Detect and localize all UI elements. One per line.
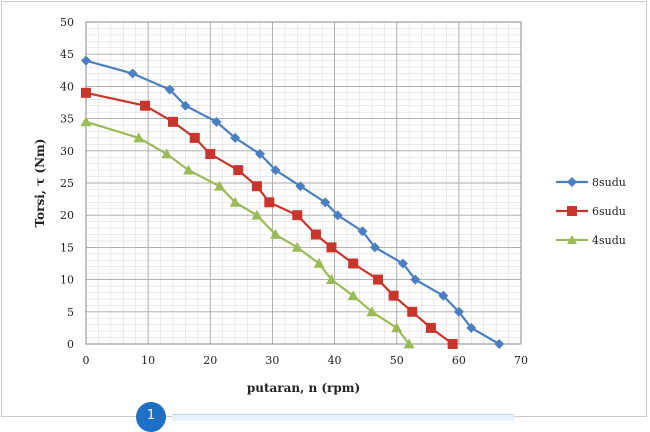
- caption-strip: [172, 414, 514, 421]
- legend-marker-6sudu: [567, 206, 577, 216]
- legend-marker-8sudu: [567, 177, 577, 187]
- x-tick-label: 40: [328, 354, 342, 367]
- data-point-8sudu: [397, 258, 408, 269]
- data-point-4sudu: [313, 258, 325, 268]
- series-6sudu: [81, 87, 458, 349]
- data-point-6sudu: [264, 197, 275, 208]
- data-point-8sudu: [466, 322, 477, 333]
- x-tick-labels: 0 10 20 30 40 50 60 70: [83, 354, 529, 367]
- data-point-4sudu: [270, 229, 282, 239]
- chart-canvas: 0 10 20 30 40 50 60 70 0 5 10 15 20 25 30 35 40 45 50 put…: [33, 16, 626, 395]
- y-tick-label: 30: [60, 145, 74, 158]
- legend-label-4sudu: 4sudu: [592, 234, 626, 247]
- x-tick-label: 50: [390, 354, 404, 367]
- y-tick-labels: 0 5 10 15 20 25 30 35 40 45 50: [60, 16, 74, 351]
- data-point-8sudu: [320, 197, 331, 208]
- y-tick-label: 20: [60, 209, 74, 222]
- legend-label-8sudu: 8sudu: [592, 176, 626, 189]
- data-point-6sudu: [310, 229, 321, 240]
- data-point-4sudu: [80, 116, 92, 127]
- data-point-6sudu: [251, 181, 262, 192]
- data-point-4sudu: [366, 306, 378, 317]
- y-tick-label: 5: [67, 306, 74, 319]
- y-axis-title: Torsi, τ (Nm): [33, 139, 47, 228]
- data-point-6sudu: [168, 116, 178, 127]
- series-layer: [80, 55, 505, 349]
- data-point-6sudu: [388, 290, 399, 301]
- data-point-8sudu: [438, 290, 449, 301]
- data-point-6sudu: [348, 258, 359, 269]
- data-point-4sudu: [325, 274, 337, 284]
- y-tick-label: 10: [60, 274, 74, 287]
- data-point-4sudu: [133, 132, 145, 143]
- data-point-8sudu: [211, 116, 222, 127]
- data-point-8sudu: [494, 339, 505, 349]
- x-tick-label: 70: [514, 354, 528, 367]
- major-gridlines: [85, 21, 522, 345]
- x-axis-title: putaran, n (rpm): [247, 381, 360, 395]
- y-tick-label: 50: [60, 16, 74, 29]
- data-point-8sudu: [453, 306, 464, 317]
- data-point-4sudu: [291, 241, 303, 252]
- data-point-8sudu: [369, 242, 380, 253]
- data-point-4sudu: [229, 196, 241, 207]
- x-tick-label: 10: [141, 354, 155, 367]
- data-point-8sudu: [270, 165, 281, 176]
- data-point-8sudu: [255, 149, 265, 160]
- data-point-4sudu: [403, 338, 415, 349]
- legend-marker-4sudu: [567, 235, 577, 244]
- annotation-badge[interactable]: 1: [136, 402, 166, 432]
- data-point-8sudu: [357, 226, 368, 237]
- series-4sudu: [80, 116, 415, 349]
- data-point-8sudu: [332, 210, 343, 221]
- data-point-6sudu: [140, 100, 151, 111]
- data-point-6sudu: [233, 165, 244, 176]
- data-point-8sudu: [127, 68, 138, 79]
- data-point-6sudu: [447, 339, 458, 349]
- y-tick-label: 15: [60, 241, 74, 254]
- data-point-8sudu: [295, 181, 306, 192]
- data-point-8sudu: [180, 100, 191, 111]
- y-tick-label: 35: [60, 113, 74, 126]
- data-point-4sudu: [183, 164, 195, 175]
- legend: 8sudu 6sudu 4sudu: [556, 176, 626, 247]
- data-point-4sudu: [391, 322, 403, 333]
- data-point-8sudu: [230, 132, 241, 143]
- data-point-4sudu: [251, 209, 263, 220]
- data-point-6sudu: [81, 87, 91, 98]
- legend-label-6sudu: 6sudu: [592, 205, 626, 218]
- data-point-8sudu: [164, 84, 175, 95]
- y-tick-label: 0: [67, 338, 74, 351]
- x-tick-label: 60: [452, 354, 466, 367]
- y-tick-label: 25: [60, 177, 74, 190]
- x-tick-label: 20: [203, 354, 217, 367]
- data-point-4sudu: [347, 290, 359, 301]
- data-point-6sudu: [326, 242, 337, 253]
- data-point-6sudu: [205, 149, 216, 160]
- data-point-6sudu: [189, 132, 200, 143]
- data-point-4sudu: [161, 148, 173, 159]
- series-8sudu: [81, 55, 505, 349]
- data-point-6sudu: [292, 210, 303, 221]
- data-point-8sudu: [81, 55, 91, 66]
- plot-area: [85, 21, 522, 345]
- series-line-6sudu: [85, 91, 454, 345]
- data-point-8sudu: [410, 274, 421, 285]
- y-tick-label: 40: [60, 80, 74, 93]
- y-tick-label: 45: [60, 48, 74, 61]
- data-point-6sudu: [373, 274, 384, 285]
- data-point-6sudu: [407, 306, 418, 317]
- x-tick-label: 0: [83, 354, 90, 367]
- x-tick-label: 30: [265, 354, 279, 367]
- data-point-4sudu: [214, 180, 226, 191]
- data-point-6sudu: [425, 322, 436, 333]
